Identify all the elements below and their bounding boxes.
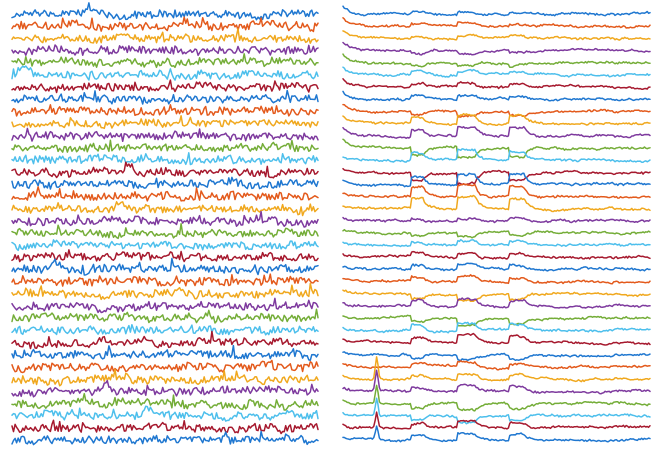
left-trace-7 (11, 79, 319, 94)
left-trace-32 (11, 379, 319, 398)
left-trace-29 (11, 344, 319, 362)
right-trace-24 (342, 289, 651, 303)
right-trace-32 (342, 369, 651, 395)
right-trace-3 (342, 30, 651, 41)
left-trace-34 (11, 405, 319, 422)
left-trace-27 (11, 323, 319, 336)
right-trace-27 (342, 321, 651, 334)
left-trace-36 (11, 430, 319, 446)
left-panel-noisy-traces (11, 2, 319, 446)
right-trace-36 (342, 425, 651, 443)
left-trace-31 (11, 368, 319, 387)
left-trace-16 (11, 186, 319, 202)
right-trace-5 (342, 53, 651, 69)
left-trace-5 (11, 53, 319, 69)
right-trace-33 (342, 384, 651, 412)
right-trace-9 (342, 103, 651, 118)
right-trace-30 (342, 360, 651, 371)
left-trace-13 (11, 152, 319, 166)
right-trace-17 (342, 194, 651, 213)
left-trace-24 (11, 282, 319, 301)
left-trace-28 (11, 330, 319, 350)
right-trace-23 (342, 274, 651, 285)
left-trace-20 (11, 239, 319, 252)
left-trace-15 (11, 176, 319, 190)
right-trace-34 (342, 397, 651, 425)
left-trace-4 (11, 44, 319, 57)
left-trace-35 (11, 419, 319, 435)
left-trace-11 (11, 127, 319, 143)
left-trace-30 (11, 359, 319, 374)
left-trace-14 (11, 161, 319, 179)
right-trace-1 (342, 5, 651, 17)
right-trace-6 (342, 66, 651, 78)
left-trace-19 (11, 222, 319, 240)
right-trace-35 (342, 411, 651, 430)
right-trace-13 (342, 148, 651, 164)
right-trace-7 (342, 78, 651, 90)
right-trace-16 (342, 183, 651, 199)
left-trace-25 (11, 297, 319, 314)
right-trace-4 (342, 41, 651, 56)
left-trace-17 (11, 201, 319, 217)
right-trace-29 (342, 351, 651, 362)
right-panel-smooth-traces (342, 5, 651, 443)
left-trace-21 (11, 249, 319, 263)
left-trace-18 (11, 210, 319, 228)
left-trace-3 (11, 28, 319, 44)
left-trace-1 (11, 2, 319, 21)
right-trace-21 (342, 250, 651, 260)
right-trace-25 (342, 297, 651, 309)
right-trace-8 (342, 90, 651, 102)
left-trace-8 (11, 89, 319, 105)
left-trace-26 (11, 308, 319, 324)
right-trace-14 (342, 167, 651, 186)
right-trace-18 (342, 216, 651, 224)
left-trace-22 (11, 257, 319, 276)
left-trace-33 (11, 392, 319, 411)
right-trace-10 (342, 112, 651, 127)
left-trace-2 (11, 16, 319, 33)
right-trace-2 (342, 17, 651, 29)
right-trace-31 (342, 356, 651, 383)
right-trace-26 (342, 314, 651, 327)
right-trace-11 (342, 125, 651, 140)
right-trace-12 (342, 138, 651, 159)
left-trace-23 (11, 273, 319, 287)
right-trace-22 (342, 262, 651, 272)
right-trace-20 (342, 238, 651, 248)
right-trace-15 (342, 172, 651, 188)
right-trace-19 (342, 228, 651, 239)
right-trace-28 (342, 332, 651, 346)
left-trace-6 (11, 65, 319, 81)
left-trace-9 (11, 104, 319, 117)
left-trace-10 (11, 115, 319, 130)
left-trace-12 (11, 139, 319, 153)
